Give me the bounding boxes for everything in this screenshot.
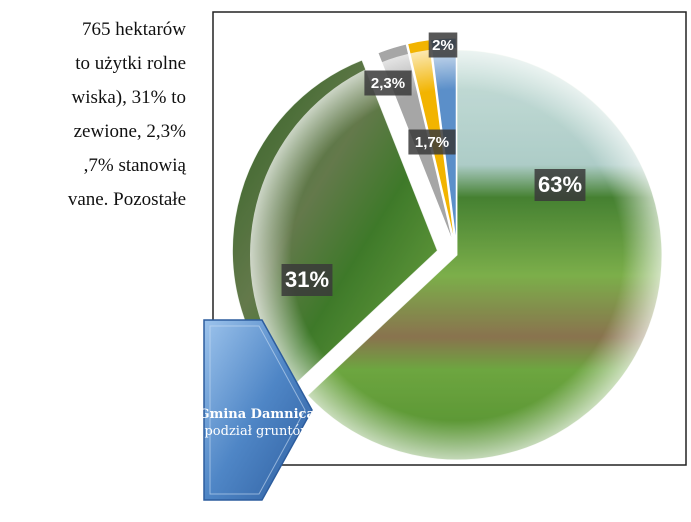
- label-box: [364, 70, 412, 96]
- label-box: [281, 264, 333, 296]
- label-box: [408, 129, 456, 155]
- callout: Gmina Damnica – podział gruntów: [198, 319, 326, 501]
- data-labels: 63% 31% 2,3% 1,7% 2%: [281, 32, 586, 296]
- text-line: vane. Pozostałe: [68, 189, 186, 210]
- text-line: ,7% stanowią: [84, 155, 187, 176]
- vignette: [250, 48, 664, 462]
- text-line: zewione, 2,3%: [74, 121, 187, 142]
- data-label: 31%: [285, 267, 329, 292]
- callout-subtitle: podział gruntów: [204, 424, 311, 439]
- data-label: 1,7%: [415, 134, 449, 151]
- data-label: 2,3%: [371, 75, 405, 92]
- text-line: to użytki rolne: [75, 53, 186, 74]
- text-line: 765 hektarów: [82, 19, 186, 40]
- text-line: wiska), 31% to: [71, 87, 186, 108]
- label-box: [428, 32, 458, 58]
- document-text: 765 hektarów to użytki rolne wiska), 31% t…: [68, 19, 187, 210]
- data-label: 2%: [432, 37, 454, 54]
- callout-title: Gmina Damnica –: [198, 407, 325, 422]
- data-label: 63%: [538, 172, 582, 197]
- label-box: [534, 169, 586, 201]
